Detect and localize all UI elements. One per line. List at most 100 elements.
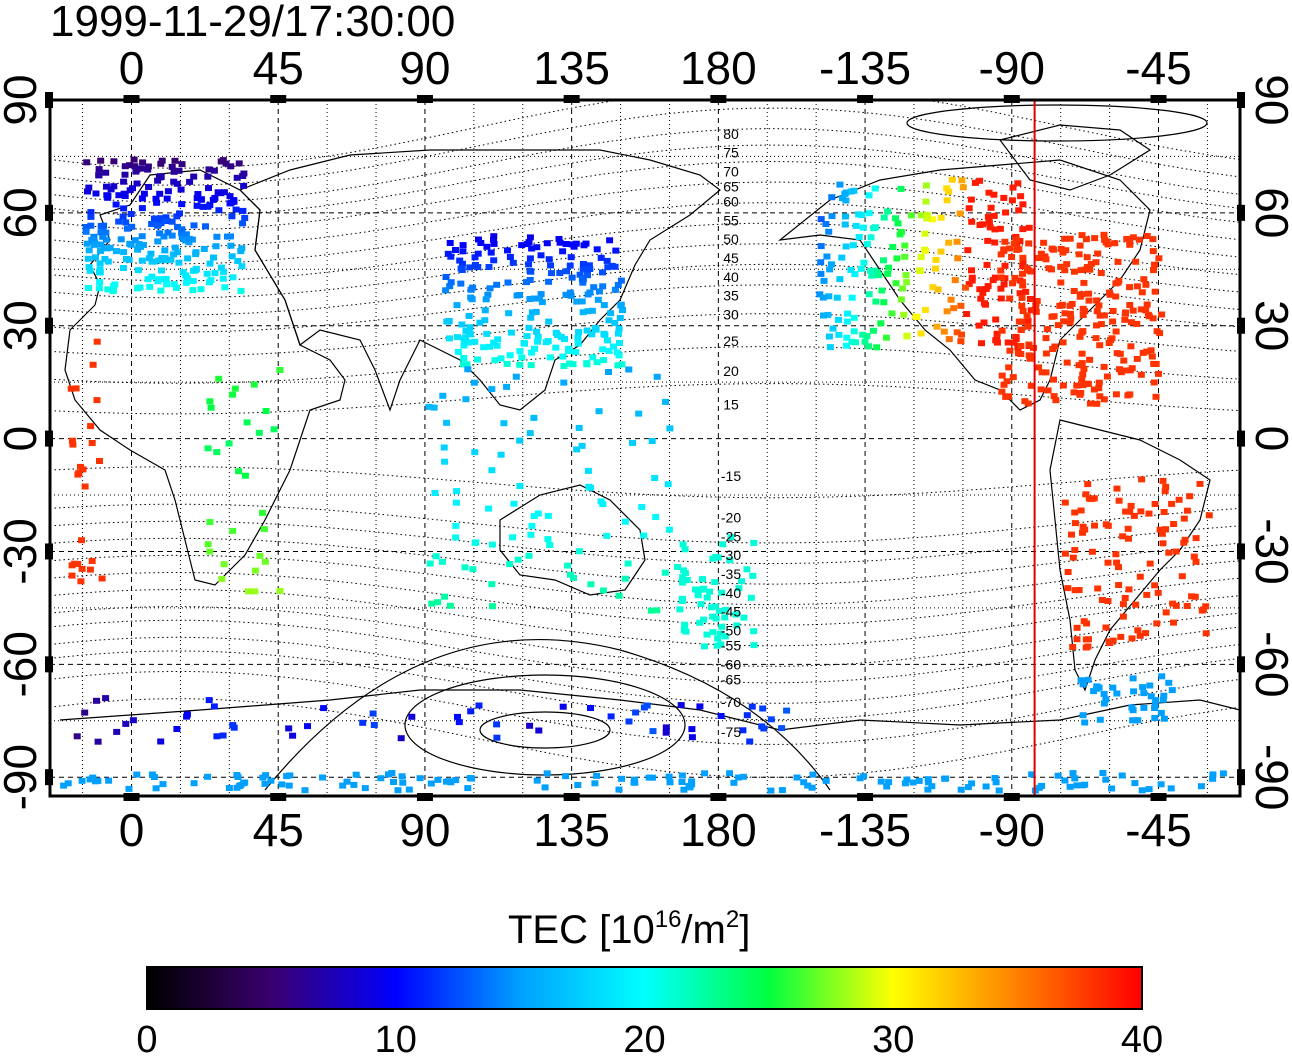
- tec-pixel: [1102, 696, 1110, 703]
- tec-pixel: [953, 238, 961, 245]
- tec-pixel: [726, 770, 734, 777]
- tec-pixel: [1142, 307, 1150, 314]
- tec-pixel: [941, 775, 949, 782]
- bottom-lon-label: 90: [399, 804, 450, 856]
- tec-pixel: [182, 231, 190, 238]
- tec-pixel: [528, 309, 536, 316]
- tec-pixel: [921, 230, 929, 237]
- tec-pixel: [1059, 249, 1067, 256]
- tec-pixel: [1035, 255, 1043, 261]
- left-tick: [45, 204, 53, 221]
- tec-pixel: [688, 781, 696, 788]
- tec-pixel: [599, 501, 607, 508]
- tec-pixel: [1058, 301, 1066, 308]
- tec-pixel: [1050, 376, 1057, 383]
- tec-pixel: [1151, 715, 1159, 721]
- tec-pixel: [210, 167, 218, 174]
- tec-pixel: [1140, 690, 1148, 697]
- top-lon-label: -45: [1125, 42, 1191, 94]
- tec-pixel: [526, 296, 534, 302]
- tec-pixel: [555, 236, 563, 242]
- tec-pixel: [847, 266, 855, 273]
- tec-pixel: [808, 784, 816, 791]
- tec-pixel: [1090, 386, 1098, 393]
- tec-pixel: [225, 785, 233, 791]
- tec-pixel: [556, 239, 564, 246]
- tec-pixel: [213, 233, 221, 240]
- tec-pixel: [863, 333, 871, 340]
- tec-pixel: [1124, 392, 1132, 399]
- tec-pixel: [459, 242, 467, 249]
- tec-pixel: [526, 430, 534, 437]
- tec-pixel: [494, 336, 502, 343]
- tec-pixel: [83, 159, 91, 166]
- tec-pixel: [1151, 705, 1159, 711]
- tec-pixel: [1088, 495, 1096, 502]
- tec-pixel: [500, 420, 508, 427]
- tec-pixel: [530, 414, 538, 421]
- tec-pixel: [83, 240, 91, 247]
- tec-pixel: [717, 641, 725, 648]
- tec-pixel: [617, 277, 625, 284]
- tec-data-points: [60, 156, 1227, 794]
- tec-pixel: [1094, 250, 1102, 257]
- tec-pixel: [1001, 238, 1009, 245]
- tec-pixel: [1019, 263, 1027, 270]
- tec-pixel: [89, 361, 97, 368]
- tec-pixel: [583, 266, 591, 273]
- tec-pixel: [270, 426, 278, 433]
- tec-pixel: [680, 567, 688, 574]
- tec-pixel: [220, 189, 228, 196]
- tec-pixel: [878, 287, 886, 294]
- tec-pixel: [1093, 322, 1100, 329]
- tec-pixel: [204, 773, 212, 780]
- tec-pixel: [825, 293, 833, 300]
- tec-pixel: [1066, 235, 1074, 242]
- tec-pixel: [1118, 772, 1126, 779]
- tec-pixel: [975, 322, 983, 329]
- tec-pixel: [144, 166, 152, 173]
- tec-pixel: [959, 184, 967, 191]
- tec-pixel: [1001, 275, 1009, 282]
- tec-pixel: [460, 342, 468, 349]
- tec-pixel: [261, 780, 269, 787]
- tec-pixel: [661, 569, 669, 576]
- tec-pixel: [193, 195, 201, 201]
- tec-pixel: [97, 241, 105, 248]
- tec-pixel: [699, 576, 706, 583]
- tec-pixel: [1019, 282, 1027, 289]
- contour-label: 70: [723, 164, 739, 180]
- contour-north-pole: [906, 104, 1208, 142]
- tec-pixel: [171, 157, 179, 164]
- tec-pixel: [525, 324, 533, 331]
- tec-pixel: [560, 379, 568, 386]
- tec-pixel: [1073, 624, 1081, 631]
- tec-pixel: [503, 383, 511, 390]
- tec-pixel: [526, 255, 534, 262]
- tec-pixel: [968, 780, 976, 787]
- tec-pixel: [1136, 632, 1144, 639]
- tec-pixel: [535, 295, 543, 302]
- tec-pixel: [416, 775, 424, 782]
- tec-pixel: [867, 234, 875, 241]
- tec-pixel: [533, 777, 541, 784]
- tec-pixel: [131, 237, 139, 244]
- tec-pixel: [804, 782, 812, 789]
- tec-pixel: [1209, 771, 1217, 778]
- contour-label: 60: [723, 194, 739, 210]
- tec-pixel: [78, 565, 86, 572]
- tec-pixel: [569, 361, 577, 368]
- tec-pixel: [1112, 328, 1120, 335]
- tec-pixel: [1008, 197, 1016, 204]
- tec-pixel: [516, 483, 524, 489]
- tec-pixel: [822, 777, 830, 784]
- tec-pixel: [1152, 697, 1160, 704]
- tec-pixel: [835, 331, 843, 338]
- tec-pixel: [817, 216, 825, 223]
- tec-pixel: [1026, 355, 1034, 362]
- contour-label: -35: [721, 566, 741, 582]
- tec-pixel: [173, 726, 181, 732]
- tec-pixel: [112, 201, 120, 208]
- tec-pixel: [984, 213, 992, 220]
